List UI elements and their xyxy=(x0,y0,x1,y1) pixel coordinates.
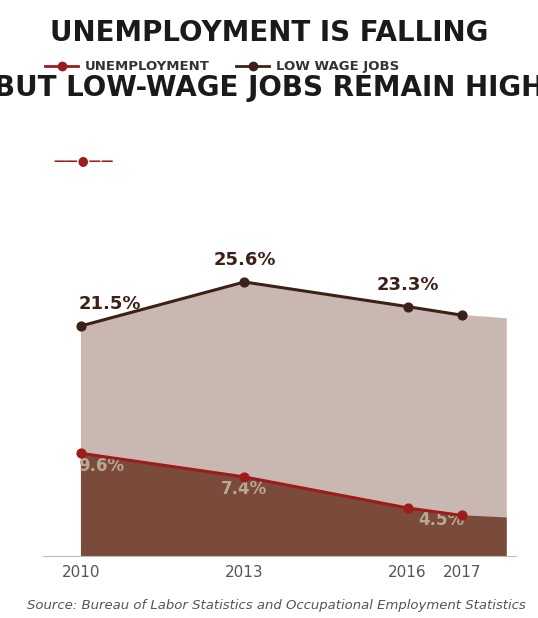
Point xyxy=(404,503,412,513)
Text: 21.5%: 21.5% xyxy=(79,295,141,313)
Text: BUT LOW-WAGE JOBS REMAIN HIGH: BUT LOW-WAGE JOBS REMAIN HIGH xyxy=(0,74,538,102)
Text: UNEMPLOYMENT IS FALLING: UNEMPLOYMENT IS FALLING xyxy=(50,19,488,46)
Point xyxy=(77,321,86,331)
Point xyxy=(404,302,412,311)
Point xyxy=(77,449,86,459)
Text: 7.4%: 7.4% xyxy=(221,480,267,498)
Point xyxy=(240,277,249,287)
Point xyxy=(458,510,466,520)
Text: 4.5%: 4.5% xyxy=(419,511,465,529)
Point xyxy=(458,310,466,320)
Text: ——●——: ——●—— xyxy=(54,154,114,167)
Text: 23.3%: 23.3% xyxy=(377,276,439,294)
Point xyxy=(240,472,249,482)
Text: 25.6%: 25.6% xyxy=(213,251,275,269)
Text: Source: Bureau of Labor Statistics and Occupational Employment Statistics: Source: Bureau of Labor Statistics and O… xyxy=(27,599,526,612)
Legend: UNEMPLOYMENT, LOW WAGE JOBS: UNEMPLOYMENT, LOW WAGE JOBS xyxy=(40,55,405,78)
Text: 9.6%: 9.6% xyxy=(79,457,124,475)
